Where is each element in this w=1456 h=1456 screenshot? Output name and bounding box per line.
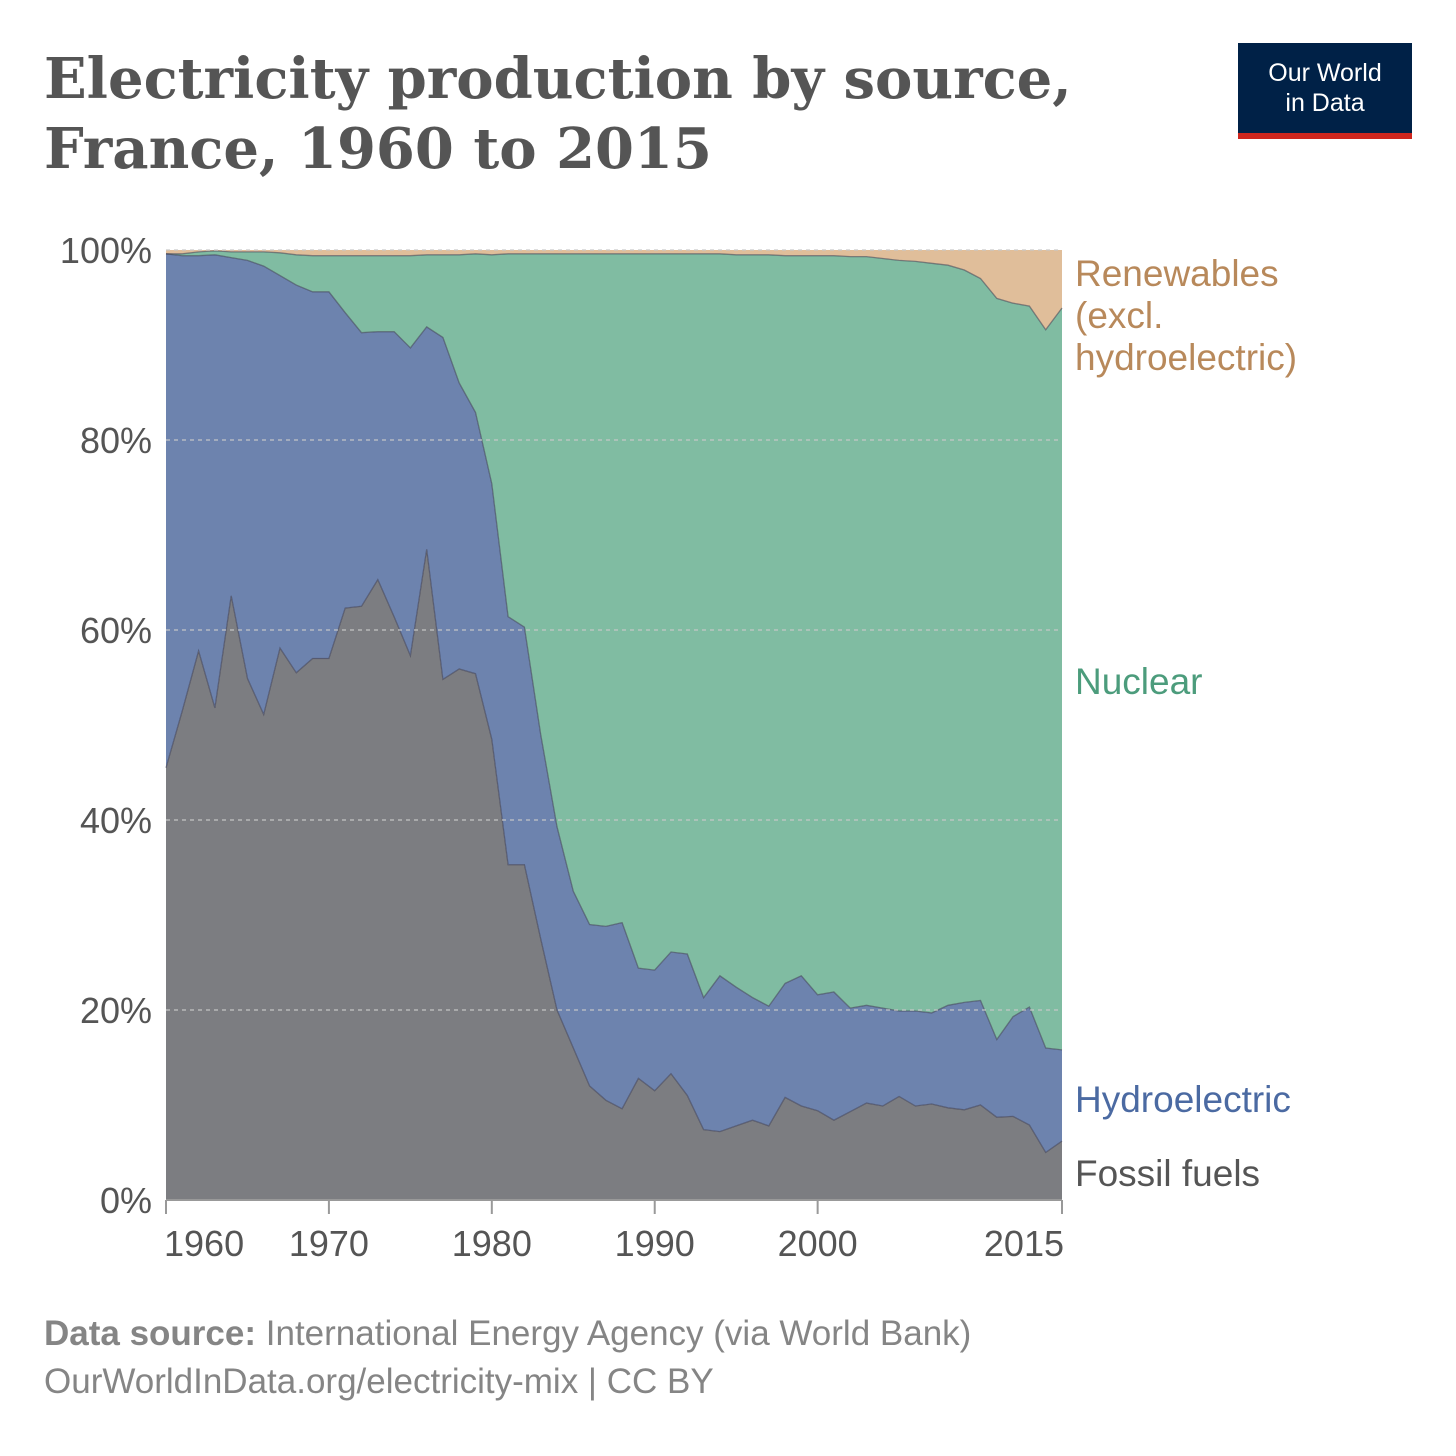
hydroelectric-area[interactable] <box>166 253 1062 1153</box>
renewables-area[interactable] <box>166 250 1062 330</box>
y-tick-label: 40% <box>80 800 152 841</box>
renewables-label: Renewables (excl. hydroelectric) <box>1075 253 1297 378</box>
renewables-label-line: Renewables <box>1075 253 1279 294</box>
data-source-text: International Energy Agency (via World B… <box>265 1314 972 1353</box>
data-source-line: Data source: International Energy Agency… <box>44 1310 971 1358</box>
x-tick-label: 2015 <box>984 1223 1064 1264</box>
chart-title-line-2: France, 1960 to 2015 <box>44 116 712 182</box>
chart-title-line-1: Electricity production by source, <box>44 46 1072 112</box>
renewables-label-line: hydroelectric) <box>1075 337 1297 378</box>
x-tick-label: 2000 <box>778 1223 858 1264</box>
y-tick-label: 20% <box>80 990 152 1031</box>
x-tick-label: 1970 <box>289 1223 369 1264</box>
y-axis: 0% 20% 40% 60% 80% 100% <box>60 230 152 1221</box>
owid-logo[interactable]: Our World in Data <box>1238 43 1412 139</box>
y-tick-label: 60% <box>80 610 152 651</box>
renewables-label-line: (excl. <box>1075 295 1163 336</box>
nuclear-area[interactable] <box>166 250 1062 1050</box>
data-source-label: Data source: <box>44 1314 257 1353</box>
area-series-group <box>165 250 1063 1200</box>
logo-line-2: in Data <box>1285 89 1365 117</box>
x-axis: 1960 1970 1980 1990 2000 2015 <box>164 1199 1064 1264</box>
fossil-fuels-area[interactable] <box>166 549 1062 1200</box>
nuclear-label-line: Nuclear <box>1075 661 1203 702</box>
nuclear-boundary-line <box>166 250 1063 331</box>
logo-line-1: Our World <box>1268 59 1382 87</box>
series-labels: Fossil fuels Hydroelectric Nuclear Renewabl… <box>1075 253 1297 1194</box>
y-tick-label: 80% <box>80 420 152 461</box>
y-tick-label: 100% <box>60 230 152 271</box>
hydroelectric-label-line: Hydroelectric <box>1075 1079 1291 1120</box>
y-tick-label: 0% <box>100 1180 152 1221</box>
hydroelectric-label: Hydroelectric <box>1075 1079 1291 1120</box>
nuclear-label: Nuclear <box>1075 661 1203 702</box>
chart-footer: Data source: International Energy Agency… <box>44 1310 971 1406</box>
x-tick-label: 1990 <box>615 1223 695 1264</box>
x-tick-label: 1980 <box>452 1223 532 1264</box>
fossil-fuels-label: Fossil fuels <box>1075 1153 1260 1194</box>
gridlines <box>166 249 1062 1011</box>
fossil-fuels-label-line: Fossil fuels <box>1075 1153 1260 1194</box>
chart-title: Electricity production by source, France… <box>44 44 1144 184</box>
x-tick-label: 1960 <box>164 1223 244 1264</box>
stacked-area-chart: 0% 20% 40% 60% 80% 100% 1960 1970 1980 1990 2000 2… <box>60 230 1297 1264</box>
source-url[interactable]: OurWorldInData.org/electricity-mix | CC … <box>44 1362 714 1401</box>
fossil-fuels-boundary-line <box>165 549 1063 1154</box>
